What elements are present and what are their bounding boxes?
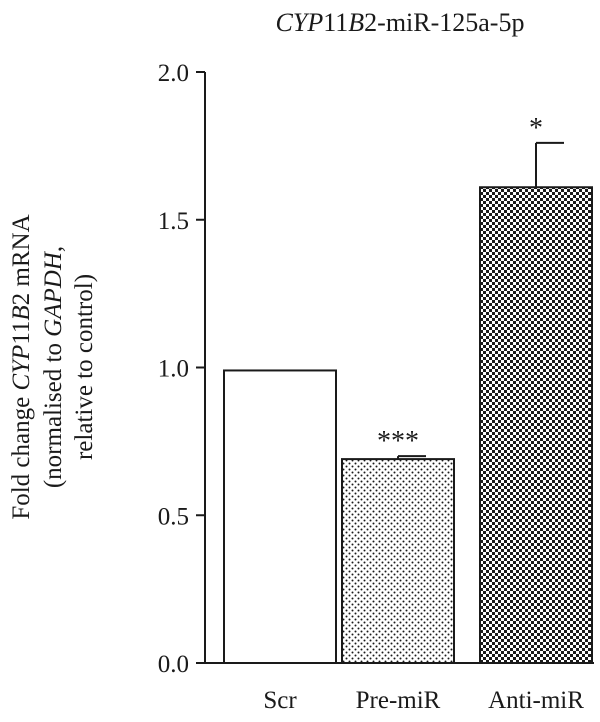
bars: **** xyxy=(223,113,593,665)
y-tick-label: 1.5 xyxy=(158,208,189,235)
x-tick-label: Pre-miR xyxy=(356,687,441,714)
y-axis-label-line: (normalised to GAPDH, xyxy=(40,246,67,488)
x-axis: Scr Pre-miR Anti-miR xyxy=(205,662,594,714)
y-tick-label: 1.0 xyxy=(158,356,189,383)
bar-anti-mir xyxy=(479,186,593,664)
y-axis: 0.0 0.5 1.0 1.5 2.0 xyxy=(158,60,206,678)
significance-label: *** xyxy=(377,426,419,457)
bar-scr xyxy=(223,369,337,664)
x-tick-label: Anti-miR xyxy=(488,687,584,714)
x-tick-label: Scr xyxy=(263,687,297,714)
y-axis-label-line: Fold change CYP11B2 mRNA xyxy=(8,214,35,519)
y-axis-label: Fold change CYP11B2 mRNA(normalised to G… xyxy=(8,214,98,519)
y-tick-label: 0.0 xyxy=(158,651,189,678)
y-axis-label-line: relative to control) xyxy=(71,274,98,460)
y-tick-label: 0.5 xyxy=(158,503,189,530)
significance-label: * xyxy=(529,113,543,144)
bar-pre-mir xyxy=(341,458,455,665)
y-tick-label: 2.0 xyxy=(158,60,189,87)
chart-title: CYP11B2-miR-125a-5p xyxy=(276,8,525,37)
